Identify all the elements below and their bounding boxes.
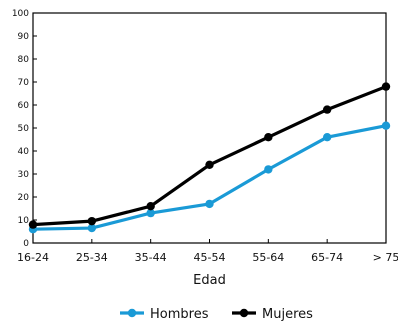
x-tick-label: 45-54 (194, 251, 226, 264)
y-tick-label: 70 (18, 78, 30, 88)
x-tick-label: > 75 (373, 251, 398, 264)
y-tick-label: 80 (18, 55, 30, 65)
y-tick-label: 90 (18, 32, 30, 42)
y-tick-label: 40 (18, 147, 30, 157)
data-point-hombres (264, 165, 273, 174)
legend-marker-mujeres (239, 308, 249, 318)
data-point-mujeres (87, 216, 97, 226)
data-point-hombres (146, 208, 155, 218)
y-tick-label: 10 (18, 216, 30, 226)
data-point-hombres (322, 133, 332, 142)
data-point-hombres (205, 199, 214, 209)
x-tick-label: 65-74 (311, 251, 343, 264)
x-tick-label: 25-34 (76, 251, 108, 264)
series-group (28, 82, 391, 234)
data-point-mujeres (381, 82, 391, 91)
y-tick-label: 0 (23, 239, 29, 249)
data-point-mujeres (28, 220, 38, 229)
x-tick-label: 35-44 (135, 251, 167, 264)
legend-marker-hombres (127, 308, 137, 318)
data-point-mujeres (146, 202, 155, 211)
y-tick-label: 50 (18, 124, 30, 134)
x-tick-label: 16-24 (17, 251, 49, 264)
data-point-mujeres (322, 105, 332, 114)
x-axis-label: Edad (193, 273, 226, 288)
axes (32, 12, 387, 244)
data-point-mujeres (264, 133, 273, 142)
plot-frame (32, 12, 387, 244)
data-point-hombres (87, 223, 97, 233)
data-point-hombres (381, 121, 391, 130)
x-axis: 16-24 25-34 35-44 45-54 55-64 65-74 > 75 (17, 239, 398, 264)
x-tick-label: 55-64 (252, 251, 284, 264)
series-line-hombres (32, 124, 387, 231)
y-tick-label: 20 (18, 193, 30, 203)
y-tick-label: 30 (18, 170, 30, 180)
y-tick-label: 100 (12, 9, 29, 19)
y-axis: 0 10 20 30 40 50 60 70 80 90 100 (12, 9, 37, 249)
legend-label-mujeres: Mujeres (262, 307, 313, 322)
data-point-mujeres (205, 160, 214, 169)
legend: Hombres Mujeres (120, 307, 313, 322)
y-tick-label: 60 (18, 101, 30, 111)
legend-label-hombres: Hombres (150, 307, 209, 322)
